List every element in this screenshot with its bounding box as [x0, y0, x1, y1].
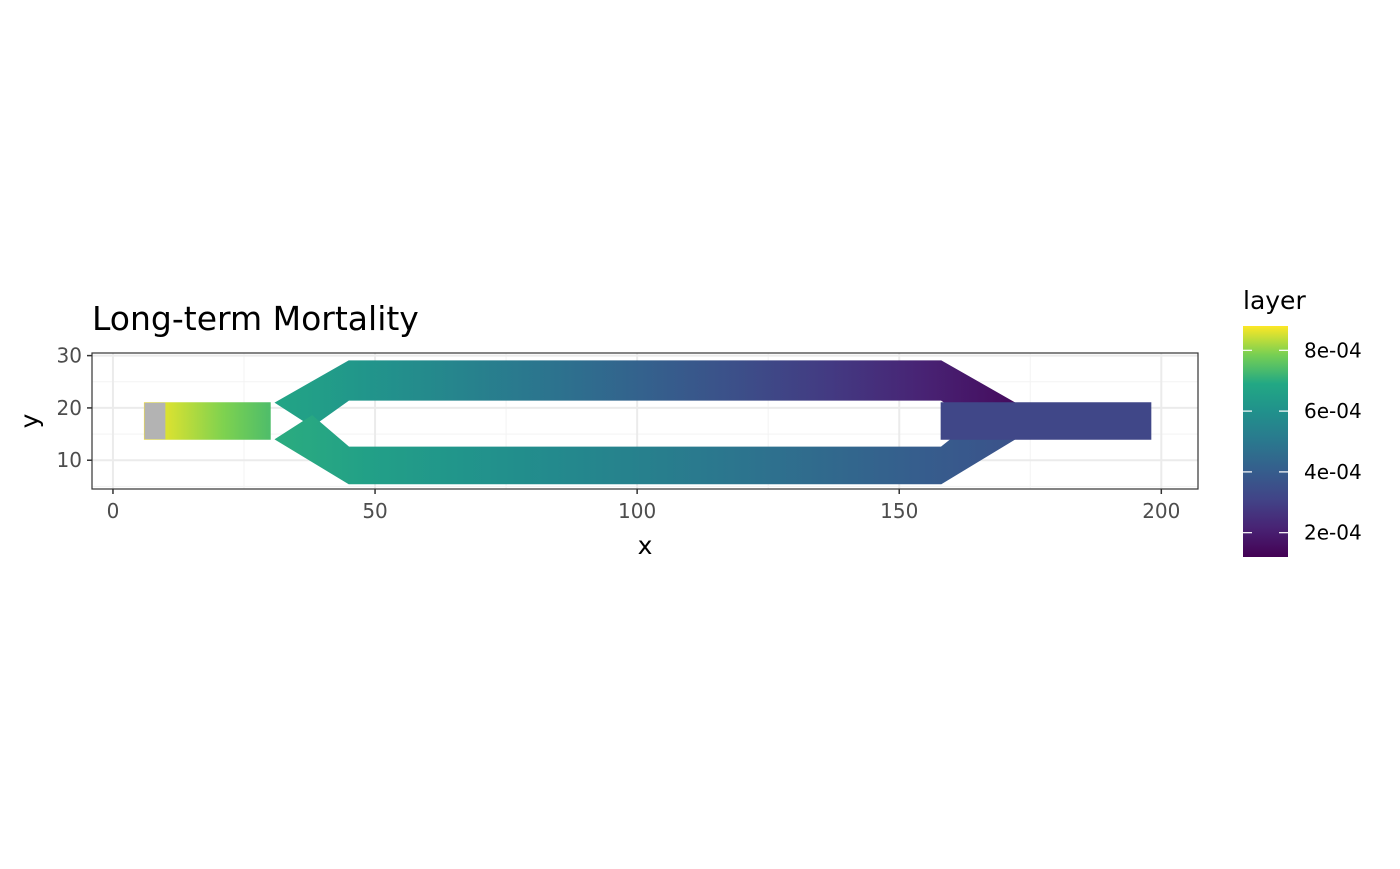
- y-axis-title: y: [15, 413, 44, 428]
- x-tick-label: 0: [107, 499, 120, 523]
- y-tick-label: 30: [57, 344, 82, 368]
- panel-border: [91, 352, 1199, 490]
- legend-tick-label: 2e-04: [1304, 521, 1362, 545]
- legend-colorbar: [1243, 326, 1288, 557]
- x-axis: 0 50 100 150 200: [107, 489, 1180, 523]
- x-tick-label: 100: [618, 499, 656, 523]
- x-tick-label: 200: [1142, 499, 1180, 523]
- plot-panel: [91, 352, 1199, 490]
- y-tick-label: 20: [57, 396, 82, 420]
- raster-region-inlet: [143, 402, 271, 440]
- x-axis-title: x: [638, 531, 653, 560]
- legend-tick-label: 6e-04: [1304, 399, 1362, 423]
- raster-region-outlet: [940, 402, 1152, 440]
- x-tick-label: 50: [362, 499, 387, 523]
- legend-title: layer: [1243, 286, 1306, 315]
- chart-title: Long-term Mortality: [92, 299, 419, 338]
- legend: layer 2e-04 4e-04 6e-04 8e-04: [1243, 286, 1362, 557]
- na-cells: [144, 402, 166, 440]
- x-tick-label: 150: [880, 499, 918, 523]
- y-axis: 10 20 30: [57, 344, 92, 472]
- legend-tick-label: 4e-04: [1304, 460, 1362, 484]
- legend-tick-label: 8e-04: [1304, 338, 1362, 362]
- y-tick-label: 10: [57, 448, 82, 472]
